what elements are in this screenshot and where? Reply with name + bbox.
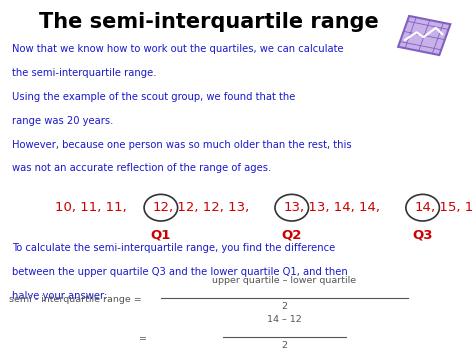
Text: 2: 2 xyxy=(282,341,287,350)
Text: , 13, 14, 14,: , 13, 14, 14, xyxy=(300,201,384,214)
Text: , 12, 12, 13,: , 12, 12, 13, xyxy=(169,201,254,214)
Text: However, because one person was so much older than the rest, this: However, because one person was so much … xyxy=(12,140,352,149)
Text: 14: 14 xyxy=(414,201,431,214)
Text: semi - interquartile range =: semi - interquartile range = xyxy=(9,295,142,305)
Text: 2: 2 xyxy=(282,302,287,311)
Text: 14 – 12: 14 – 12 xyxy=(267,315,302,324)
Text: was not an accurate reflection of the range of ages.: was not an accurate reflection of the ra… xyxy=(12,163,271,173)
Polygon shape xyxy=(398,16,450,55)
Text: To calculate the semi-interquartile range, you find the difference: To calculate the semi-interquartile rang… xyxy=(12,243,335,253)
Text: range was 20 years.: range was 20 years. xyxy=(12,116,113,126)
Text: upper quartile – lower quartile: upper quartile – lower quartile xyxy=(212,276,356,285)
Text: Using the example of the scout group, we found that the: Using the example of the scout group, we… xyxy=(12,92,295,102)
Text: 10, 11, 11,: 10, 11, 11, xyxy=(55,201,130,214)
Text: The semi-interquartile range: The semi-interquartile range xyxy=(39,12,378,32)
Text: halve your answer:: halve your answer: xyxy=(12,291,107,301)
Text: 13: 13 xyxy=(283,201,301,214)
Text: =: = xyxy=(139,334,147,344)
Text: Now that we know how to work out the quartiles, we can calculate: Now that we know how to work out the qua… xyxy=(12,44,344,54)
Text: Q1: Q1 xyxy=(151,229,171,242)
Text: Q3: Q3 xyxy=(412,229,433,242)
Text: the semi-interquartile range.: the semi-interquartile range. xyxy=(12,68,156,78)
Text: Q2: Q2 xyxy=(282,229,302,242)
Text: , 15, 15, 30: , 15, 15, 30 xyxy=(431,201,474,214)
Text: between the upper quartile Q3 and the lower quartile Q1, and then: between the upper quartile Q3 and the lo… xyxy=(12,267,347,277)
Text: 12: 12 xyxy=(153,201,170,214)
